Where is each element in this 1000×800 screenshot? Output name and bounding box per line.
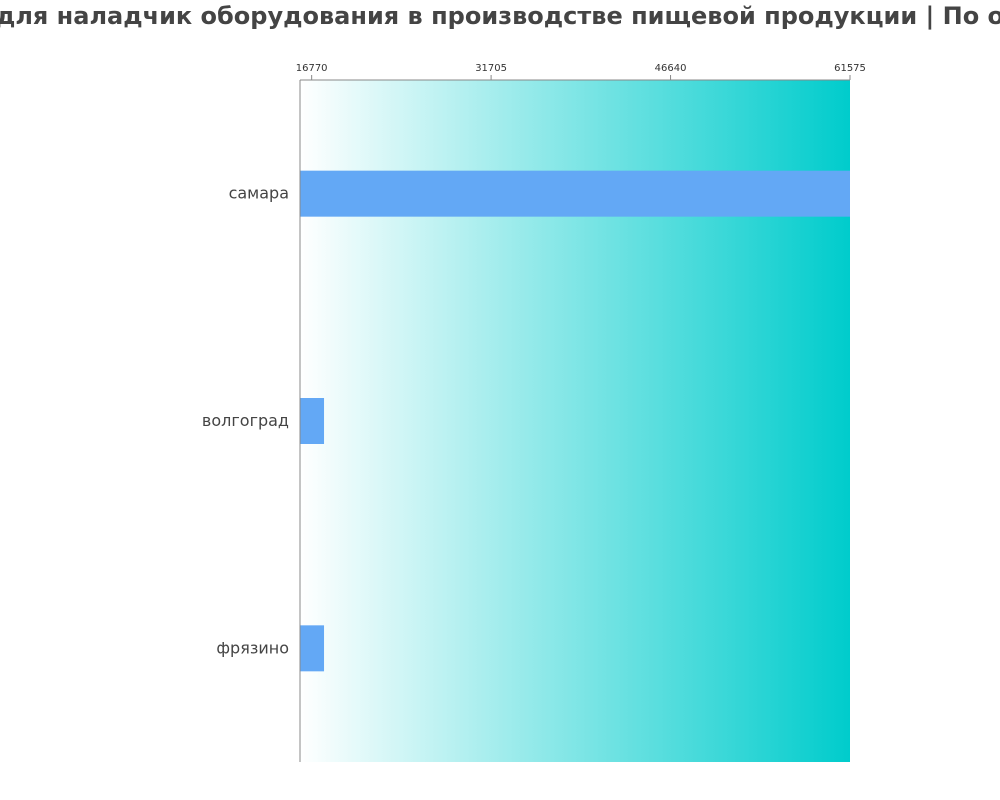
x-tick-label: 61575 [834, 63, 866, 74]
category-label: фрязино [216, 638, 289, 657]
bars-layer [300, 170, 850, 672]
labels-layer: самара волгоград фрязино [202, 184, 289, 658]
category-label: волгоград [202, 411, 289, 430]
chart-title: для наладчик оборудования в производстве… [0, 2, 1000, 30]
x-tick-label: 16770 [296, 63, 328, 74]
bar-3 [300, 625, 325, 672]
category-label: самара [229, 184, 289, 203]
x-tick-label: 46640 [655, 63, 687, 74]
x-tick-label: 31705 [475, 63, 507, 74]
axes-layer: 16770 31705 46640 61575 [296, 63, 866, 762]
bar-1 [300, 170, 850, 217]
bar-2 [300, 398, 325, 444]
